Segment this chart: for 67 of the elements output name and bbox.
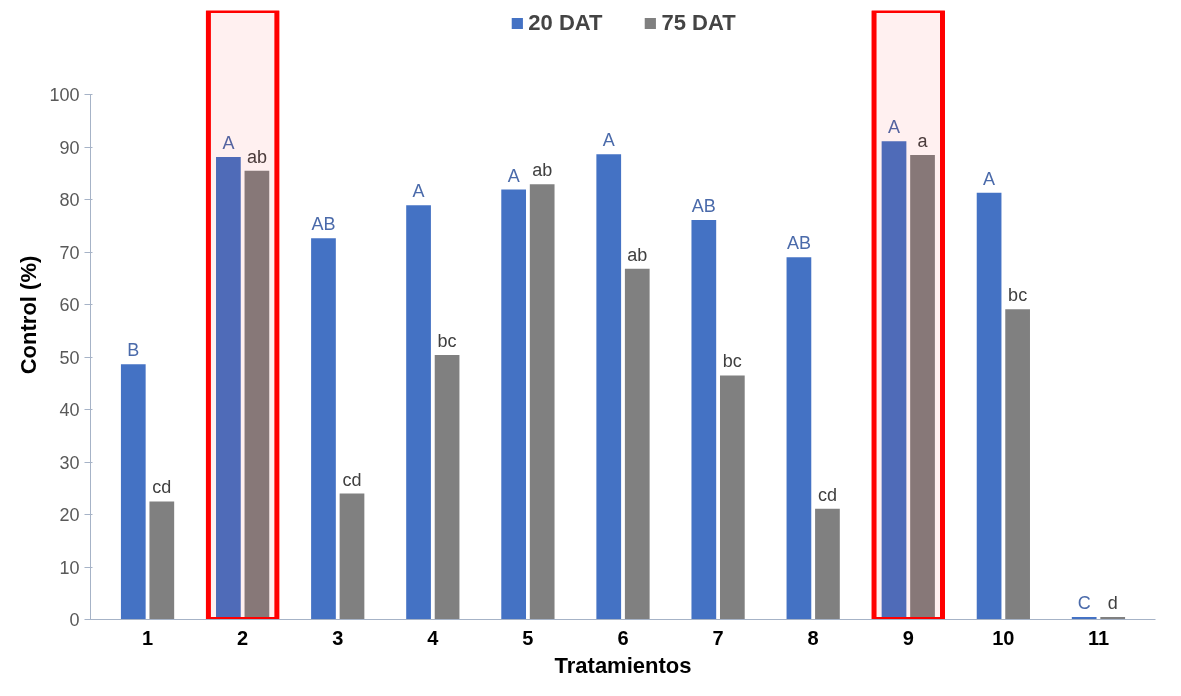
data-label: A [222,132,235,153]
bar [910,154,935,620]
x-tick-label: 4 [427,626,440,649]
data-label: bc [722,351,742,372]
bar [339,493,365,620]
bar [434,354,460,620]
bar [691,219,717,620]
data-label: AB [691,195,716,216]
bar [786,257,812,620]
data-label: cd [817,484,837,505]
x-axis-title: Tratamientos [554,652,692,678]
data-label: A [602,130,615,151]
data-label: A [983,168,996,189]
x-tick-label: 10 [992,626,1015,649]
data-label: ab [627,244,648,265]
bar [624,268,650,620]
y-tick-label: 40 [59,400,80,420]
x-tick-label: 6 [617,626,629,649]
data-label: A [412,181,425,202]
bar [406,205,431,620]
x-tick-label: 8 [807,626,819,649]
bar [311,238,336,620]
y-axis-title: Control (%) [16,255,42,375]
y-tick-label: 10 [59,557,80,578]
x-tick-label: 11 [1087,626,1110,649]
data-label: AB [786,233,811,254]
legend-label: 20 DAT [528,10,603,36]
data-label: AB [311,214,336,235]
data-label: ab [246,146,267,167]
x-tick-label: 2 [237,626,249,649]
x-tick-label: 3 [332,626,344,649]
data-label: ab [532,160,553,181]
bar [529,184,555,620]
x-tick-label: 9 [902,626,914,649]
y-tick-label: 60 [59,295,80,315]
bar [216,156,241,620]
x-tick-label: 1 [141,626,154,649]
data-label: cd [152,477,172,498]
y-tick-label: 100 [49,85,80,105]
data-label: a [917,130,929,151]
y-tick-label: 50 [59,347,80,368]
bar [244,170,270,620]
data-label: bc [437,330,457,351]
x-tick-label: 5 [522,626,534,649]
bar [501,189,527,620]
bar [976,192,1002,620]
y-tick-label: 0 [69,610,80,630]
bar [719,375,745,620]
bar [149,501,175,620]
x-tick-label: 7 [712,626,724,649]
y-tick-label: 80 [59,190,80,210]
data-label: cd [342,469,362,490]
bar [120,364,146,620]
bar [1005,309,1030,620]
bar [596,154,622,620]
y-tick-label: 90 [59,137,80,158]
bar [815,508,840,620]
data-label: C [1077,592,1091,613]
data-label: A [507,165,520,186]
y-tick-label: 20 [59,505,80,525]
y-tick-label: 30 [59,452,80,473]
data-label: A [888,117,901,138]
data-label: bc [1008,285,1028,306]
y-tick-label: 70 [59,242,80,263]
data-label: B [127,340,140,361]
data-label: d [1107,592,1118,613]
legend-label: 75 DAT [661,10,736,36]
